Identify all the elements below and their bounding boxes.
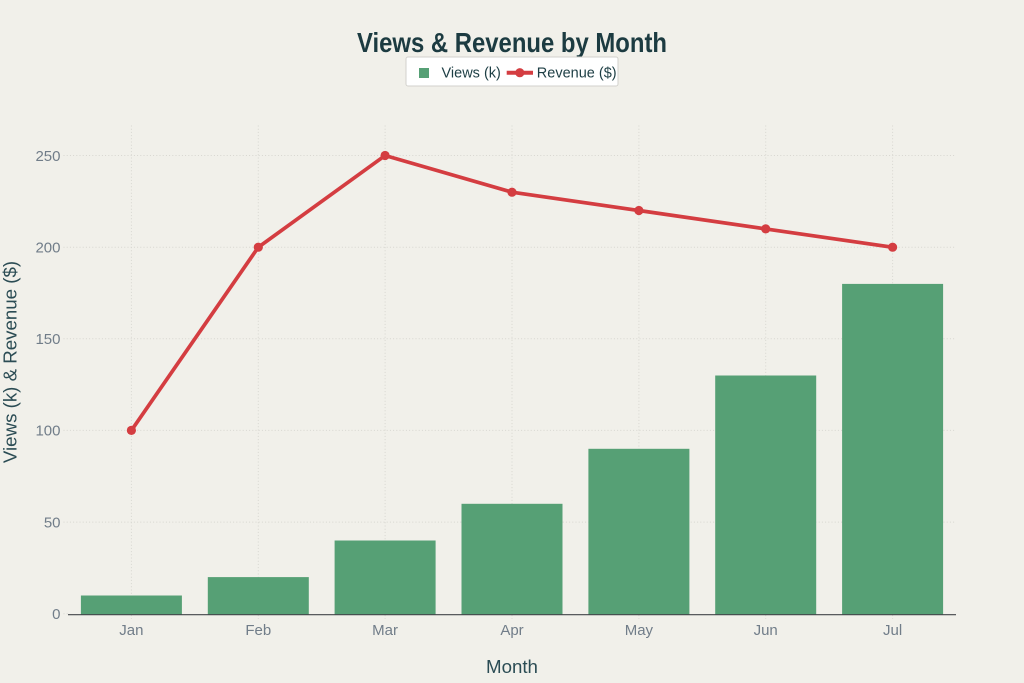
svg-text:Feb: Feb: [245, 622, 271, 639]
svg-text:May: May: [625, 622, 654, 639]
svg-text:Views & Revenue by Month: Views & Revenue by Month: [357, 27, 667, 58]
svg-text:Month: Month: [486, 656, 538, 677]
svg-text:100: 100: [35, 423, 60, 440]
svg-text:250: 250: [35, 148, 60, 165]
svg-text:200: 200: [35, 240, 60, 257]
svg-text:Jul: Jul: [883, 622, 902, 639]
svg-text:0: 0: [52, 606, 60, 623]
svg-text:Views (k) & Revenue ($): Views (k) & Revenue ($): [0, 261, 21, 463]
svg-text:Mar: Mar: [372, 622, 398, 639]
svg-text:150: 150: [35, 331, 60, 348]
svg-text:Views (k): Views (k): [442, 66, 501, 82]
svg-text:50: 50: [44, 514, 61, 531]
svg-text:Jun: Jun: [754, 622, 778, 639]
svg-text:Revenue ($): Revenue ($): [537, 66, 617, 82]
svg-text:Jan: Jan: [119, 622, 143, 639]
svg-text:Apr: Apr: [500, 622, 523, 639]
